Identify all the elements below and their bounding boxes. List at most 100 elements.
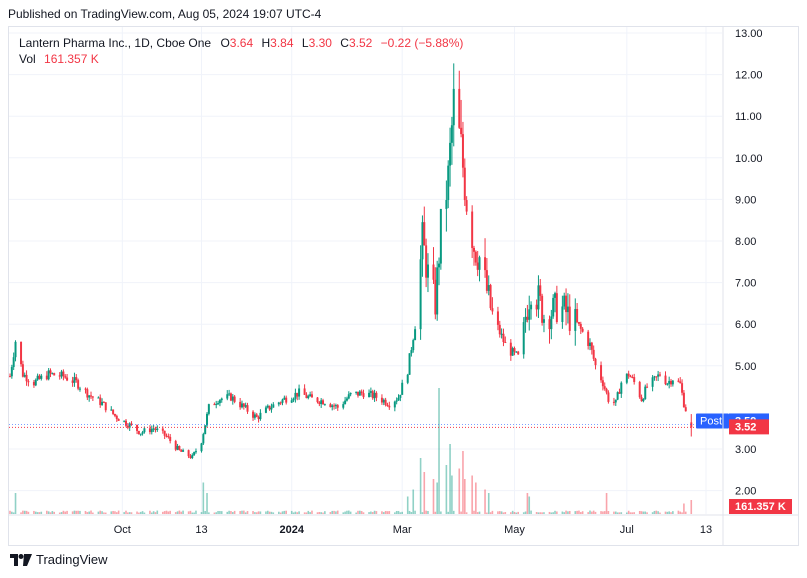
candle-body <box>653 376 656 378</box>
volume-bar <box>651 512 654 514</box>
candle-body <box>25 374 28 382</box>
volume-bar <box>254 512 256 514</box>
candle-body <box>342 404 345 408</box>
volume-bar <box>294 511 297 514</box>
volume-bar <box>298 511 300 514</box>
volume-bar <box>125 510 127 514</box>
candle-body <box>432 264 435 280</box>
candle-body <box>517 351 520 355</box>
candle-body <box>565 295 568 313</box>
candle-body <box>502 333 505 343</box>
volume-bar <box>423 472 426 514</box>
tradingview-footer[interactable]: TradingView <box>10 552 108 567</box>
candle-body <box>344 400 347 405</box>
candle-body <box>318 402 321 405</box>
candle-body <box>115 415 118 419</box>
candle-body <box>10 367 13 377</box>
volume-bar <box>79 510 81 514</box>
candle-body <box>91 396 94 398</box>
candle-body <box>331 405 334 408</box>
volume-bar <box>548 511 551 514</box>
volume-bar <box>217 510 219 514</box>
candle-body <box>671 380 674 385</box>
volume-bar <box>463 479 466 514</box>
legend-open-label: O <box>220 36 230 50</box>
candle-body <box>535 304 538 310</box>
volume-bar <box>388 511 391 514</box>
candle-body <box>71 380 74 383</box>
candle-body <box>412 340 415 351</box>
volume-bar <box>255 512 258 514</box>
candle-body <box>500 333 503 335</box>
volume-bar <box>475 482 477 514</box>
volume-bar <box>613 511 615 514</box>
volume-bar <box>578 510 580 514</box>
volume-bar <box>397 510 400 514</box>
candle-body <box>526 316 529 320</box>
candle-body <box>474 251 477 263</box>
volume-bar <box>357 510 359 514</box>
candle-body <box>51 373 54 375</box>
volume-bar <box>589 510 591 514</box>
volume-bar <box>281 511 284 514</box>
candle-body <box>64 376 67 378</box>
candle-body <box>136 424 139 431</box>
volume-bar <box>659 512 661 514</box>
candle-body <box>513 348 516 352</box>
candle-body <box>180 450 183 452</box>
candle-body <box>670 380 673 385</box>
volume-bar <box>677 510 680 514</box>
volume-bar <box>27 511 30 514</box>
volume-bar <box>191 512 194 514</box>
candle-body <box>272 404 275 408</box>
volume-bar <box>71 511 74 514</box>
candle-body <box>406 374 409 383</box>
y-tick-label: 7.00 <box>735 278 756 290</box>
volume-bar <box>414 510 416 514</box>
volume-bar <box>331 510 334 514</box>
candle-body <box>34 379 37 386</box>
volume-bar <box>491 510 494 514</box>
volume-bar <box>432 479 435 514</box>
volume-bar <box>462 451 464 514</box>
candle-body <box>117 418 120 421</box>
volume-bar <box>683 503 685 514</box>
volume-bar <box>537 512 540 514</box>
volume-bar <box>178 510 181 514</box>
volume-bar <box>666 511 669 514</box>
candle-body <box>388 405 391 408</box>
volume-bar <box>370 511 372 514</box>
candle-body <box>484 257 487 271</box>
volume-bar <box>130 512 133 514</box>
candle-body <box>150 428 153 433</box>
candle-body <box>75 377 78 381</box>
candle-body <box>644 386 647 400</box>
volume-bar <box>642 511 645 514</box>
candle-body <box>657 374 660 377</box>
volume-bar <box>576 510 578 514</box>
candle-body <box>399 394 402 398</box>
volume-bar <box>213 512 216 514</box>
candle-body <box>90 395 93 397</box>
candle-body <box>228 393 231 395</box>
volume-bar <box>9 510 11 514</box>
volume-bar <box>600 511 602 514</box>
volume-bar <box>66 510 68 514</box>
candle-body <box>285 397 288 403</box>
volume-bar <box>246 511 249 514</box>
volume-bar <box>268 511 271 514</box>
volume-bar <box>440 511 442 514</box>
volume-bar <box>581 511 584 514</box>
candle-body <box>421 222 424 260</box>
volume-bar <box>434 511 437 514</box>
candle-body <box>204 425 207 435</box>
volume-bar <box>117 510 120 514</box>
volume-bar <box>360 511 363 514</box>
tradingview-logo-icon <box>10 553 32 566</box>
volume-bar <box>655 510 658 514</box>
candle-body <box>305 394 308 399</box>
volume-bar <box>189 510 192 514</box>
candle-body <box>38 375 41 379</box>
volume-bar <box>487 493 490 514</box>
